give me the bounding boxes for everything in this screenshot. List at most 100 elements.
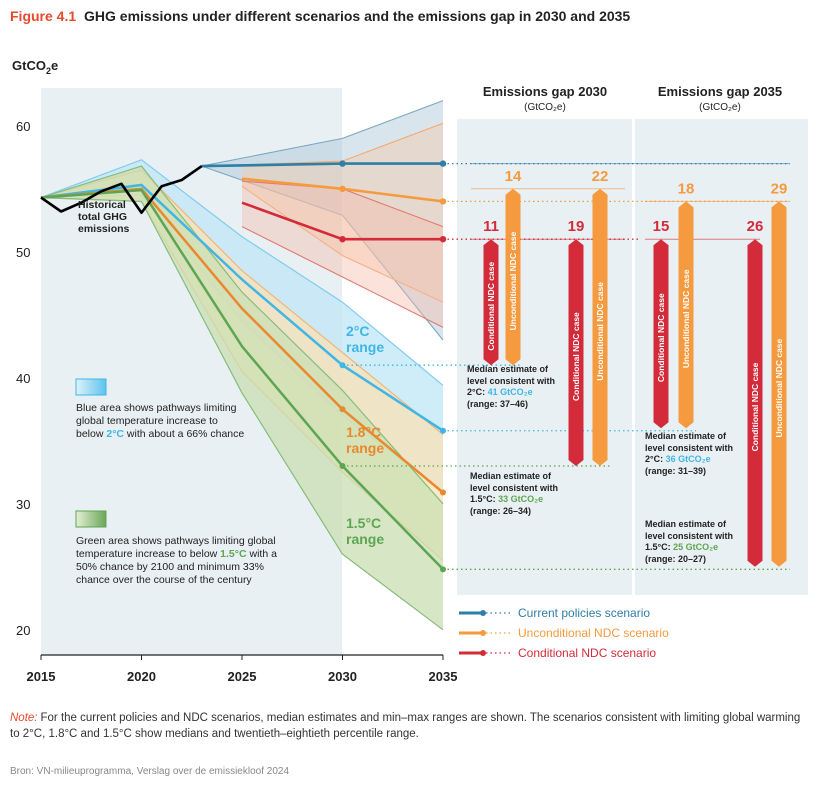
gap-bar: 26 Conditional NDC case	[747, 218, 764, 567]
y-tick-label: 50	[16, 245, 30, 260]
note-value: 41 GtCO₂e	[487, 387, 533, 397]
scenario-band-conditional	[242, 181, 443, 328]
gap-bar-value: 22	[592, 168, 609, 185]
gap-bar: 19 Conditional NDC case	[568, 218, 585, 466]
gap-bar-shape	[747, 239, 763, 567]
scenario-band-current	[201, 100, 443, 340]
gap-bar: 18 Unconditional NDC case	[678, 180, 695, 429]
history-label-line: emissions	[78, 223, 130, 235]
gap-bar-shape	[483, 239, 499, 366]
gap-bar-value: 11	[483, 218, 499, 235]
pathway-range-label-orange18: range	[346, 440, 384, 456]
x-tick-label: 2020	[127, 669, 156, 684]
pathway-low-green	[40, 197, 444, 631]
legend-dot-conditional	[480, 650, 486, 656]
note-line: 1.5°C:	[470, 494, 499, 504]
pathway-2035-point-orange18	[440, 489, 446, 496]
note-line: Median estimate of	[467, 364, 549, 374]
note-line: Median estimate of	[645, 431, 727, 441]
figure-title-text: GHG emissions under different scenarios …	[84, 8, 631, 24]
scenario-2030-point-conditional	[339, 236, 346, 243]
gap-bar-shape	[771, 201, 787, 567]
pathway-2030-point-orange18	[339, 406, 346, 413]
blue-note-text1: Blue area shows pathways limiting global…	[76, 402, 237, 440]
pathway-median-green	[40, 188, 444, 571]
x-tick-label: 2035	[429, 669, 458, 684]
gap2035-note-2c: Median estimate of level consistent with…	[645, 431, 750, 477]
gap-bar-shape	[505, 188, 521, 366]
pathway-range-label-green: range	[346, 531, 384, 547]
green-area-swatch-icon	[75, 510, 107, 528]
x-tick-label: 2015	[27, 669, 56, 684]
green-note-text2: with a 50% chance by 2100 and minimum 33…	[76, 548, 277, 586]
gap-bar-shape	[568, 239, 584, 466]
figure-label: Figure 4.1	[10, 8, 77, 24]
pathway-band-green	[41, 166, 443, 630]
blue-area-swatch-icon	[75, 378, 107, 396]
note-value: 33 GtCO₂e	[498, 494, 544, 504]
note-text: For the current policies and NDC scenari…	[10, 712, 801, 740]
legend-label-conditional: Conditional NDC scenario	[518, 646, 656, 660]
source-credit: Bron: VN-milieuprogramma, Verslag over d…	[10, 766, 290, 777]
gap-bar-label: Unconditional NDC case	[595, 282, 605, 381]
note-line: 2°C:	[467, 387, 488, 397]
pathway-label-green: 1.5°C	[346, 515, 381, 531]
note-range: (range: 26–34)	[470, 505, 532, 516]
legend-dot-current	[480, 610, 486, 616]
gap-bar-value: 18	[678, 180, 695, 197]
gap-panel-unit: (GtCO₂e)	[699, 102, 741, 113]
gap-bar-label: Conditional NDC case	[486, 262, 496, 351]
note-range: (range: 31–39)	[645, 465, 707, 476]
blue-area-note: Blue area shows pathways limiting global…	[76, 402, 246, 441]
y-tick-label: 60	[16, 119, 30, 134]
gap-bar-value: 26	[747, 218, 764, 235]
note-line: level consistent with	[645, 530, 734, 541]
historical-emissions-line	[40, 165, 203, 214]
scenario-low-unconditional	[241, 185, 444, 303]
gap2030-note-15c: Median estimate of level consistent with…	[470, 471, 580, 517]
note-line: Median estimate of	[470, 471, 552, 481]
gap-bar: 14 Unconditional NDC case	[505, 168, 522, 366]
pathway-high-green	[40, 165, 444, 505]
history-label: Historical total GHG emissions	[78, 199, 158, 235]
legend-label-current: Current policies scenario	[518, 606, 650, 620]
note-line: level consistent with	[467, 375, 556, 386]
gap-bar-label: Unconditional NDC case	[774, 338, 784, 437]
gap-bar-value: 19	[568, 218, 585, 235]
pathway-label-blue: 2°C	[346, 323, 370, 339]
green-area-note: Green area shows pathways limiting globa…	[76, 535, 286, 587]
x-tick-label: 2030	[328, 669, 357, 684]
scenario-band-unconditional	[242, 123, 443, 303]
y-axis-label: GtCO2e	[12, 58, 58, 76]
scenario-2030-point-unconditional	[339, 185, 346, 192]
x-tick-label: 2025	[228, 669, 257, 684]
gap-bar-shape	[592, 188, 608, 467]
scenario-low-current	[201, 165, 444, 341]
gap-panel-unit: (GtCO₂e)	[524, 102, 566, 113]
pathway-label-orange18: 1.8°C	[346, 424, 381, 440]
pathway-range-label-blue: range	[346, 339, 384, 355]
gap-panel-title: Emissions gap 2030	[483, 84, 607, 99]
note-line: Median estimate of	[645, 519, 727, 529]
gap-bar: 15 Conditional NDC case	[653, 218, 670, 429]
note-range: (range: 37–46)	[467, 398, 529, 409]
y-tick-label: 20	[16, 623, 30, 638]
gap-bar: 22 Unconditional NDC case	[592, 168, 609, 467]
gap-bar-value: 15	[653, 218, 670, 235]
note-range: (range: 20–27)	[645, 553, 707, 564]
history-label-line: total GHG	[78, 211, 127, 223]
gap-bar-label: Unconditional NDC case	[508, 231, 518, 330]
note-value: 25 GtCO₂e	[673, 542, 719, 552]
legend-dot-unconditional	[480, 630, 486, 636]
green-note-text1: Green area shows pathways limiting globa…	[76, 535, 276, 560]
figure-note: Note: For the current policies and NDC sc…	[10, 710, 810, 742]
gap-bar-shape	[653, 239, 669, 429]
note-line: level consistent with	[470, 482, 559, 493]
blue-note-highlight: 2°C	[106, 428, 124, 440]
gap-bar-label: Conditional NDC case	[656, 293, 666, 382]
gap-bar-value: 29	[771, 180, 788, 197]
gap2030-note-2c: Median estimate of level consistent with…	[467, 364, 577, 410]
scenario-2030-point-current	[339, 160, 346, 167]
note-line: level consistent with	[645, 442, 734, 453]
blue-note-text2: with about a 66% chance	[123, 428, 245, 440]
